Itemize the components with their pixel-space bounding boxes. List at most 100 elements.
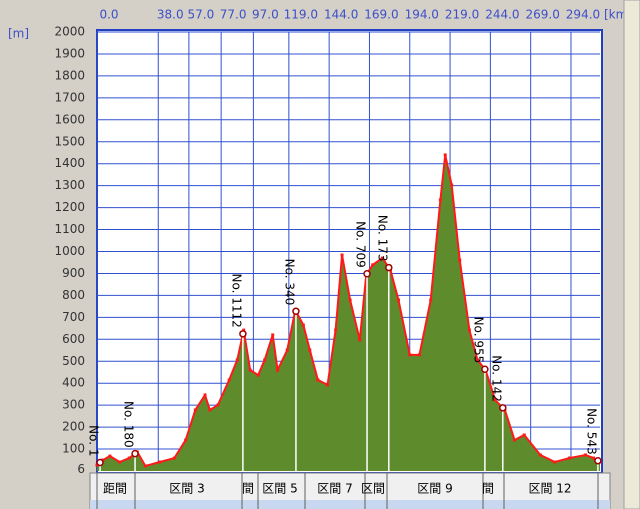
vertex xyxy=(235,358,239,362)
x-tick-label: 194.0 xyxy=(405,8,439,22)
x-tick-label: 97.0 xyxy=(252,8,279,22)
x-tick-label: 119.0 xyxy=(284,8,318,22)
vertex xyxy=(443,153,447,157)
vertex xyxy=(334,328,338,332)
y-unit: [m] xyxy=(8,27,29,41)
vertex xyxy=(316,378,320,382)
vertex xyxy=(248,368,252,372)
vertex xyxy=(358,338,362,342)
annotation-marker xyxy=(594,456,602,465)
vertex xyxy=(467,328,471,332)
y-tick-label: 600 xyxy=(62,332,85,346)
vertex xyxy=(371,263,375,267)
section-row xyxy=(90,500,610,509)
vertex xyxy=(592,456,596,460)
annotation-label: No. 142 xyxy=(489,355,503,402)
vertex xyxy=(172,456,176,460)
vertex xyxy=(438,198,442,202)
x-tick-label: 144.0 xyxy=(324,8,358,22)
annotation-label: No. 709 xyxy=(354,221,368,268)
vertex xyxy=(340,253,344,257)
y-tick-label: 1200 xyxy=(54,200,85,214)
section-label: 区間 xyxy=(361,482,385,496)
vertex xyxy=(95,463,99,467)
annotation-label: No. 543 xyxy=(584,408,598,455)
annotation-label: No. 1112 xyxy=(229,274,243,328)
vertex xyxy=(429,298,433,302)
y-tick-label: 800 xyxy=(62,288,85,302)
vertex xyxy=(108,454,112,458)
y-tick-label: 1700 xyxy=(54,90,85,104)
vertex xyxy=(417,353,421,357)
y-tick-label: 1900 xyxy=(54,46,85,60)
annotation-label: No. 1 xyxy=(87,425,101,456)
x-tick-label: 244.0 xyxy=(485,8,519,22)
y-tick-label: 1800 xyxy=(54,68,85,82)
annotation-marker xyxy=(239,330,247,338)
annotation-marker xyxy=(292,307,300,316)
vertex xyxy=(143,464,147,468)
y-tick-label: 200 xyxy=(62,420,85,434)
vertex xyxy=(308,348,312,352)
vertex xyxy=(396,298,400,302)
section-label: 間 xyxy=(482,482,494,496)
vertex xyxy=(522,433,526,437)
section-label: 距間 xyxy=(103,482,127,496)
x-tick-label: 219.0 xyxy=(445,8,479,22)
vertex xyxy=(583,453,587,457)
area xyxy=(97,154,600,472)
y-tick-label: 300 xyxy=(62,398,85,412)
vertex xyxy=(475,358,479,362)
section-label: 区間 3 xyxy=(169,482,204,496)
vertex xyxy=(127,456,131,460)
section-label: 間 xyxy=(242,482,254,496)
y-tick-label: 2000 xyxy=(54,25,85,39)
x-tick-label: 0.0 xyxy=(99,8,118,22)
vertex xyxy=(538,453,542,457)
vertex xyxy=(158,460,162,464)
x-tick-label: 269.0 xyxy=(525,8,559,22)
vertex xyxy=(380,256,384,260)
vertex xyxy=(208,408,212,412)
y-tick-label: 1400 xyxy=(54,156,85,170)
x-tick-label: 169.0 xyxy=(364,8,398,22)
y-tick-label: 900 xyxy=(62,266,85,280)
x-tick-label: 38.0 xyxy=(157,8,184,22)
annotation-label: No. 955 xyxy=(471,317,485,364)
annotation-marker xyxy=(385,263,393,272)
annotation-marker xyxy=(131,449,139,458)
annotation-label: No. 173 xyxy=(375,215,389,262)
vertex xyxy=(285,348,289,352)
section-label: 区間 5 xyxy=(262,482,297,496)
x-tick-label: 294.0 xyxy=(566,8,600,22)
annotation-marker xyxy=(363,269,371,278)
y-tick-label: 6 xyxy=(77,462,85,476)
section-label: 区間 9 xyxy=(417,482,452,496)
vertex xyxy=(513,438,517,442)
y-tick-label: 1000 xyxy=(54,244,85,258)
annotation-label: No. 340 xyxy=(282,259,296,306)
annotation-label: No. 180 xyxy=(122,401,136,448)
x-tick-label: 57.0 xyxy=(188,8,215,22)
vertex xyxy=(567,456,571,460)
vertex xyxy=(408,353,412,357)
vertex xyxy=(271,333,275,337)
vertex xyxy=(203,393,207,397)
annotation-marker xyxy=(481,365,489,373)
y-tick-label: 1300 xyxy=(54,178,85,192)
vertex xyxy=(276,368,280,372)
vertex xyxy=(450,183,454,187)
vertex xyxy=(101,458,105,462)
vertex xyxy=(193,408,197,412)
scrollbar[interactable] xyxy=(623,0,640,509)
vertex xyxy=(493,398,497,402)
vertex xyxy=(118,460,122,464)
vertex xyxy=(256,373,260,377)
vertex xyxy=(348,298,352,302)
vertex xyxy=(242,328,246,332)
vertex xyxy=(184,438,188,442)
y-tick-label: 1500 xyxy=(54,134,85,148)
annotation-marker xyxy=(499,404,507,412)
vertex xyxy=(553,460,557,464)
